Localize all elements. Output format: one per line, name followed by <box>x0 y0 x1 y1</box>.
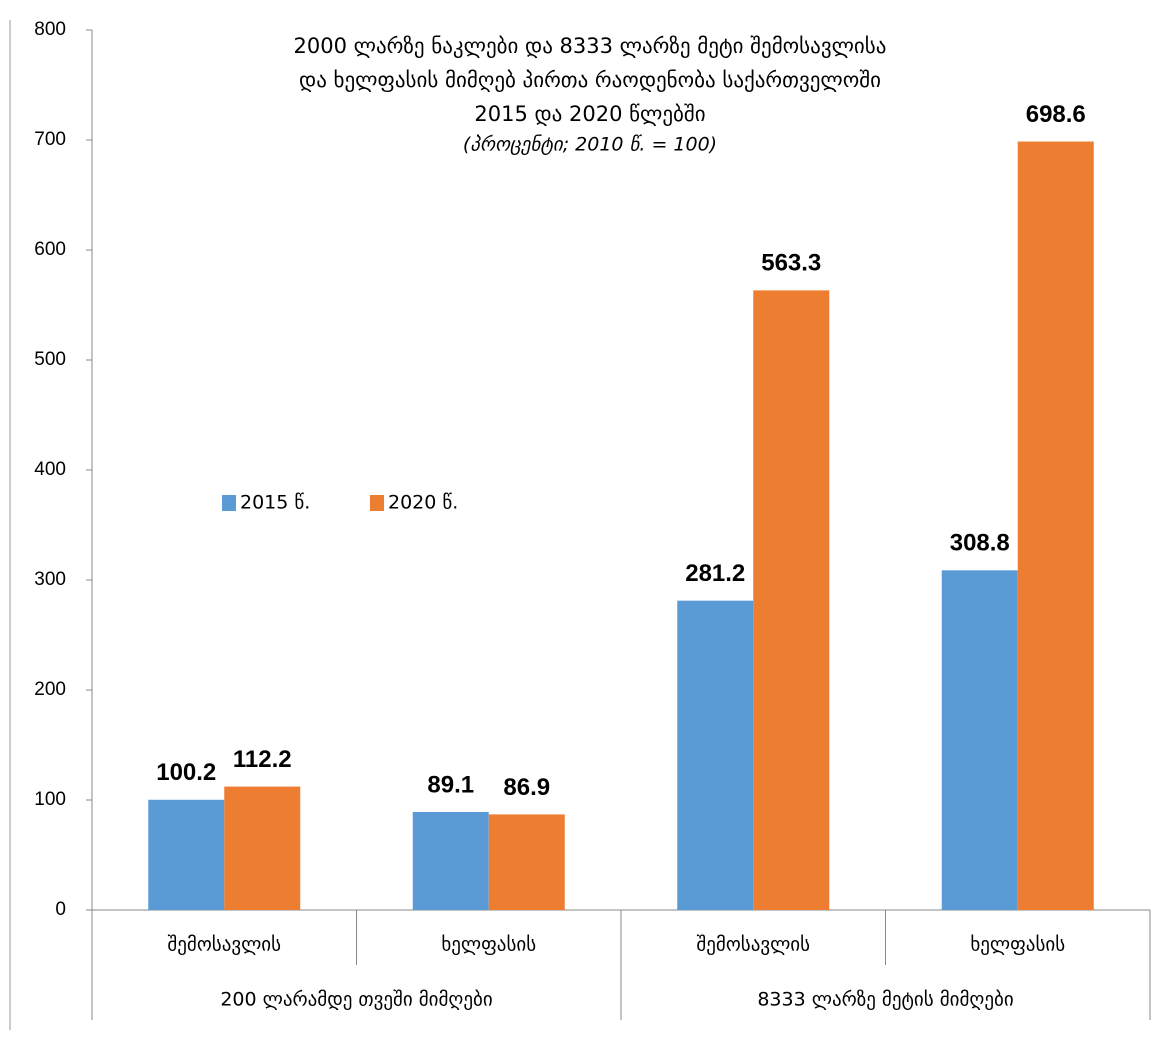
bar <box>941 570 1018 910</box>
legend-swatch <box>222 495 236 511</box>
bar <box>224 786 301 910</box>
x-tick-label: შემოსავლის <box>167 934 281 956</box>
value-label: 100.2 <box>156 759 216 786</box>
legend-swatch <box>370 495 384 511</box>
category-group-label: 8333 ლარზე მეტის მიმღები <box>757 989 1013 1011</box>
bar <box>412 811 489 910</box>
y-tick-label: 600 <box>34 239 66 260</box>
y-tick-label: 0 <box>55 899 66 920</box>
bar <box>148 799 225 910</box>
y-tick-label: 800 <box>34 19 66 40</box>
chart-subtitle: (პროცენტი; 2010 წ. = 100) <box>463 134 717 156</box>
value-label: 89.1 <box>427 771 474 798</box>
x-tick-label: ხელფასის <box>970 934 1065 956</box>
value-label: 698.6 <box>1026 101 1086 128</box>
bar <box>753 290 830 910</box>
y-tick-label: 400 <box>34 459 66 480</box>
legend-label: 2020 წ. <box>388 492 458 514</box>
legend-label: 2015 წ. <box>240 492 310 514</box>
chart-title: 2000 ლარზე ნაკლები და 8333 ლარზე მეტი შე… <box>294 34 887 58</box>
y-tick-label: 100 <box>34 789 66 810</box>
bar <box>677 600 754 910</box>
value-label: 281.2 <box>685 560 745 587</box>
value-label: 86.9 <box>503 774 550 801</box>
value-label: 308.8 <box>950 530 1010 557</box>
category-group-label: 200 ლარამდე თვეში მიმღები <box>220 989 492 1011</box>
y-tick-label: 200 <box>34 679 66 700</box>
value-label: 112.2 <box>233 746 292 773</box>
y-tick-label: 500 <box>34 349 66 370</box>
y-tick-label: 300 <box>34 569 66 590</box>
x-tick-label: ხელფასის <box>441 934 536 956</box>
x-tick-label: შემოსავლის <box>696 934 810 956</box>
value-label: 563.3 <box>761 250 821 277</box>
chart-title: 2015 და 2020 წლებში <box>474 102 705 126</box>
y-tick-label: 700 <box>34 129 66 150</box>
bar <box>1017 141 1094 911</box>
bar <box>488 814 565 910</box>
chart-title: და ხელფასის მიმღებ პირთა რაოდენობა საქარ… <box>299 68 881 92</box>
